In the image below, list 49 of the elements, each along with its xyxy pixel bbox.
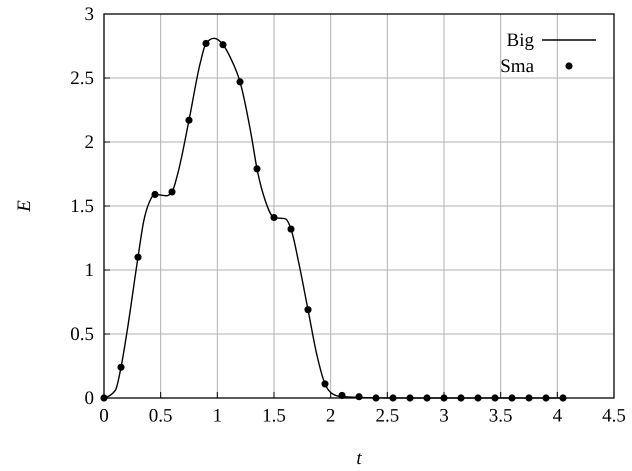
x-tick-label: 3 (439, 405, 449, 426)
point (236, 78, 244, 86)
x-tick-label: 2.5 (375, 405, 400, 426)
point (321, 380, 329, 388)
point (168, 188, 176, 196)
point (134, 254, 142, 261)
point (525, 394, 533, 402)
point (304, 306, 312, 314)
y-tick-label: 2.5 (70, 68, 94, 90)
point (287, 225, 295, 233)
point (219, 41, 227, 48)
legend-label: Big (506, 30, 534, 51)
x-tick-label: 1.5 (262, 405, 286, 426)
x-tick-label: 2 (326, 405, 336, 426)
point (151, 190, 159, 198)
x-axis-title: t (356, 448, 362, 469)
x-tick-label: 4 (552, 405, 563, 426)
point (457, 394, 465, 402)
point (389, 394, 397, 402)
point (100, 394, 108, 402)
point (270, 214, 278, 222)
point (423, 394, 431, 402)
point (202, 40, 210, 47)
point (117, 364, 125, 371)
point (355, 393, 363, 400)
y-tick-label: 1.5 (70, 196, 94, 218)
x-tick-label: 3.5 (488, 405, 513, 426)
y-tick-label: 0.5 (70, 324, 94, 346)
point (338, 392, 346, 399)
point (474, 394, 482, 402)
y-axis-title: E (14, 200, 35, 213)
point (372, 394, 380, 402)
point (491, 394, 499, 402)
legend-label: Sma (500, 56, 535, 77)
point (559, 394, 567, 402)
x-tick-label: 0 (99, 405, 109, 426)
point (440, 394, 448, 402)
point (508, 394, 516, 402)
y-tick-label: 2 (84, 132, 94, 154)
point (185, 116, 193, 124)
point (253, 165, 261, 172)
x-tick-label: 0.5 (148, 405, 173, 426)
y-tick-label: 3 (84, 4, 94, 26)
point (542, 394, 550, 402)
x-tick-label: 4.5 (602, 405, 626, 426)
y-tick-label: 0 (84, 388, 94, 410)
point (406, 394, 414, 402)
x-tick-label: 1 (212, 405, 222, 426)
y-tick-label: 1 (84, 260, 94, 282)
